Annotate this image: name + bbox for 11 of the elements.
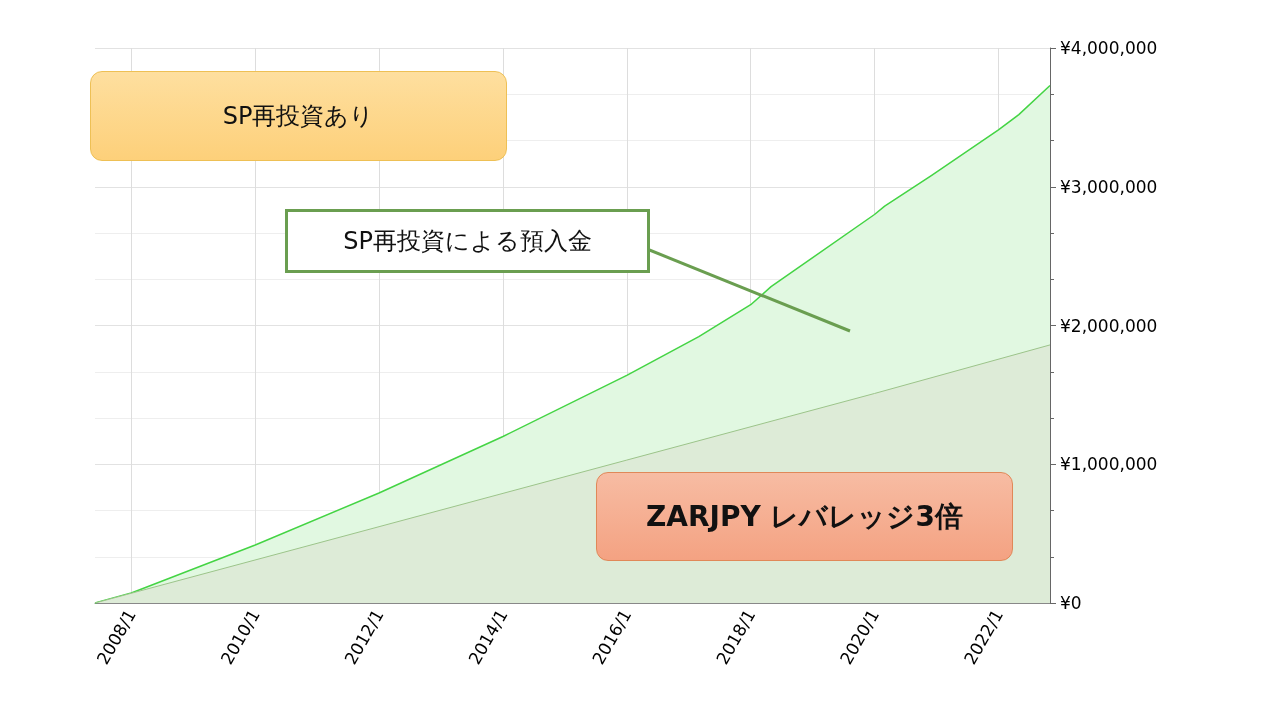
y-tick-label: ¥0 <box>1060 593 1082 613</box>
annotation: ZARJPY レバレッジ3倍 <box>646 498 963 535</box>
rounded-note-box: ZARJPY レバレッジ3倍 <box>596 472 1013 561</box>
rounded-note-box: SP再投資あり <box>90 71 507 161</box>
y-tick-label: ¥2,000,000 <box>1060 315 1158 336</box>
annotation: SP再投資あり <box>222 101 375 132</box>
y-tick-label: ¥3,000,000 <box>1060 176 1158 197</box>
callout-box: SP再投資による預入金 <box>285 209 650 273</box>
y-tick-label: ¥4,000,000 <box>1060 38 1158 58</box>
annotation: SP再投資による預入金 <box>343 226 592 257</box>
y-tick-label: ¥1,000,000 <box>1060 454 1158 475</box>
